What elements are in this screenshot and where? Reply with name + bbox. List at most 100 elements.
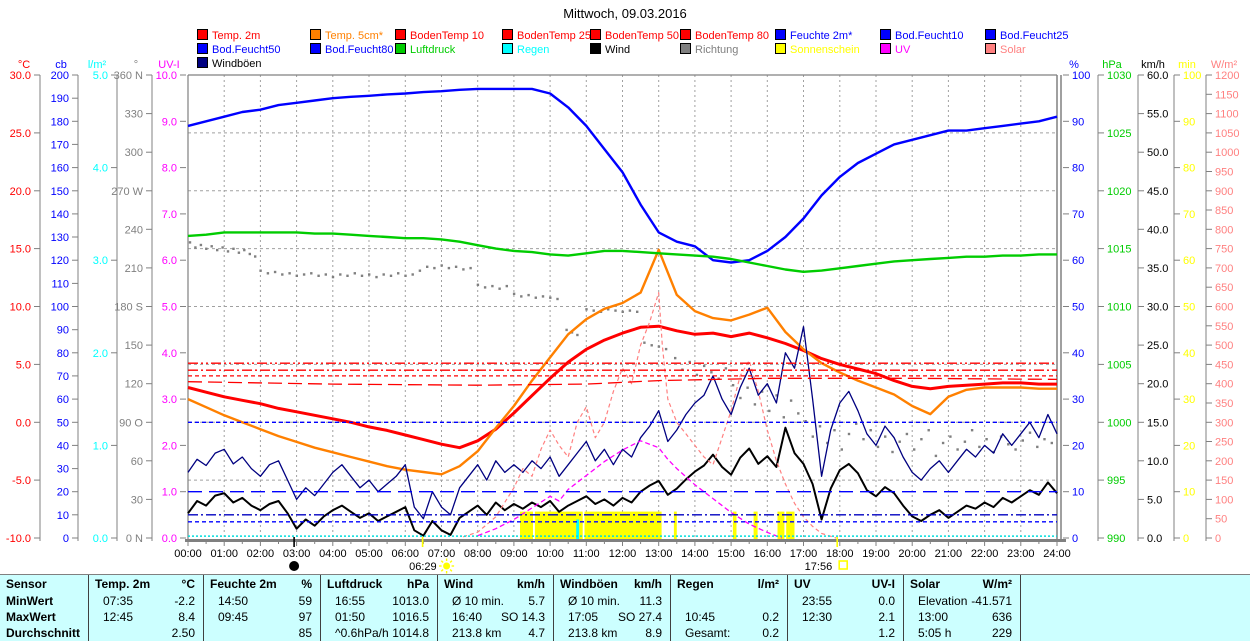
axis-unit-km/h: km/h [1141,59,1165,71]
dot-richtung [194,246,197,249]
axis-tick-label: 10 [1072,487,1084,499]
axis-tick-label: 50 [1215,514,1227,526]
table-cell: 10:45 0.2 [670,609,787,625]
series-uv [477,440,783,539]
axis-tick-label: 20 [1072,440,1084,452]
axis-tick-label: 2.0 [162,440,177,452]
dot-richtung [978,445,981,449]
cell-value: 11.3 [639,594,662,608]
dot-richtung [462,268,465,271]
table-cell: Gesamt: 0.2 [670,625,787,641]
axis-tick-label: 7.0 [162,209,177,221]
series-feuchte-2m [187,87,1058,264]
dot-richtung [469,266,472,270]
axis-unit-l/m²: l/m² [88,59,107,71]
axis-tick-label: 80 [1072,163,1084,175]
axis-tick-label: 100 [1183,70,1201,82]
axis-tick-label: 180 S [114,302,143,314]
dot-richtung [585,308,588,311]
dot-richtung [826,441,829,445]
column-unit: hPa [406,577,429,591]
axis-tick-label: 270 W [111,186,143,198]
x-label: 09:00 [500,548,528,560]
cell-time: 12:45 [103,610,134,624]
table-cell: 14:50 59 [203,593,320,609]
dot-richtung [527,293,530,297]
axis-tick-label: 350 [1215,398,1233,410]
axis-tick-label: 90 [1183,116,1195,128]
table-cell: 16:55 1013.0 [320,593,437,609]
dot-richtung [254,255,257,258]
dot-richtung [346,274,349,277]
dot-richtung [259,269,262,272]
axis-tick-label: 1100 [1215,109,1239,121]
axis-tick-label: 20 [57,487,69,499]
dot-richtung [1028,431,1032,434]
axis-tick-label: 100 [51,302,69,314]
column-unit: km/h [516,577,545,591]
weather-day-chart[interactable]: 00:00 01:00 02:00 03:00 04:00 05:00 06:00 07:00… [0,0,1250,575]
legend-item-solar: Solar [985,43,1026,56]
x-label: 12:00 [609,548,637,560]
x-label: 06:00 [391,548,419,560]
table-header-wind: Wind km/h [437,575,553,593]
axis-tick-label: 60 [1183,255,1195,267]
table-cell: Ø 10 min. 5.7 [437,593,553,609]
dot-richtung [768,409,771,413]
axis-unit-°C: °C [18,59,30,71]
dot-richtung [956,448,959,451]
axis-tick-label: 1150 [1215,89,1239,101]
table-filler [1020,593,1250,609]
cell-value: 2.1 [878,610,895,624]
axis-tick-label: 150 [51,186,69,198]
axis-tick-label: 160 [51,163,69,175]
axis-tick-label: 5.0 [1147,494,1162,506]
table-cell: 12:30 2.1 [787,609,903,625]
cell-time: 09:45 [218,610,249,624]
axis-tick-label: 1.0 [93,440,108,452]
axis-tick-label: 100 [1215,494,1233,506]
axis-tick-label: 0 [1072,533,1078,545]
x-label: 00:00 [174,548,202,560]
axis-tick-label: 4.0 [162,348,177,360]
axis-tick-label: 8.0 [162,163,177,175]
dot-richtung [549,296,552,299]
axis-tick-label: 30 [57,464,69,476]
cell-value: 59 [298,594,312,608]
legend-item-bod-feucht80: Bod.Feucht80 [310,43,394,56]
column-name: Regen [677,577,714,591]
axis-tick-label: 30 [131,494,143,506]
axis-tick-label: 30.0 [10,70,31,82]
legend-label: Temp. 5cm* [325,30,384,42]
axis-tick-label: 100 [1072,70,1090,82]
cell-value: 97 [298,610,312,624]
axis-tick-label: 10 [57,510,69,522]
dot-richtung [797,412,800,415]
dot-richtung [1014,448,1017,451]
axis-tick-label: 900 [1215,186,1233,198]
axis-tick-label: 20.0 [10,186,31,198]
dot-richtung [447,266,451,270]
axis-tick-label: 1005 [1107,359,1131,371]
axis-tick-label: 55.0 [1147,109,1168,121]
dot-richtung [353,272,356,275]
axis-tick-label: 0 N [126,533,143,545]
axis-tick-label: 180 [51,116,69,128]
x-label: 04:00 [319,548,347,560]
dot-richtung [657,345,661,348]
cell-time: 01:50 [335,610,366,624]
axis-tick-label: 70 [57,371,69,383]
cell-value: 0.2 [762,626,779,640]
axis-tick-label: 200 [51,70,69,82]
cell-time: 07:35 [103,594,134,608]
legend-item-bod-feucht10: Bod.Feucht10 [880,29,964,42]
legend-swatch [197,29,208,40]
dot-richtung [232,247,235,250]
table-cell: Elevation -41.571 [903,593,1020,609]
legend-label: Bod.Feucht50 [212,44,281,56]
axis-tick-label: 150 [125,340,143,352]
axis-tick-label: 330 [125,109,143,121]
column-name: Luftdruck [327,577,383,591]
axis-tick-label: -10.0 [6,533,31,545]
